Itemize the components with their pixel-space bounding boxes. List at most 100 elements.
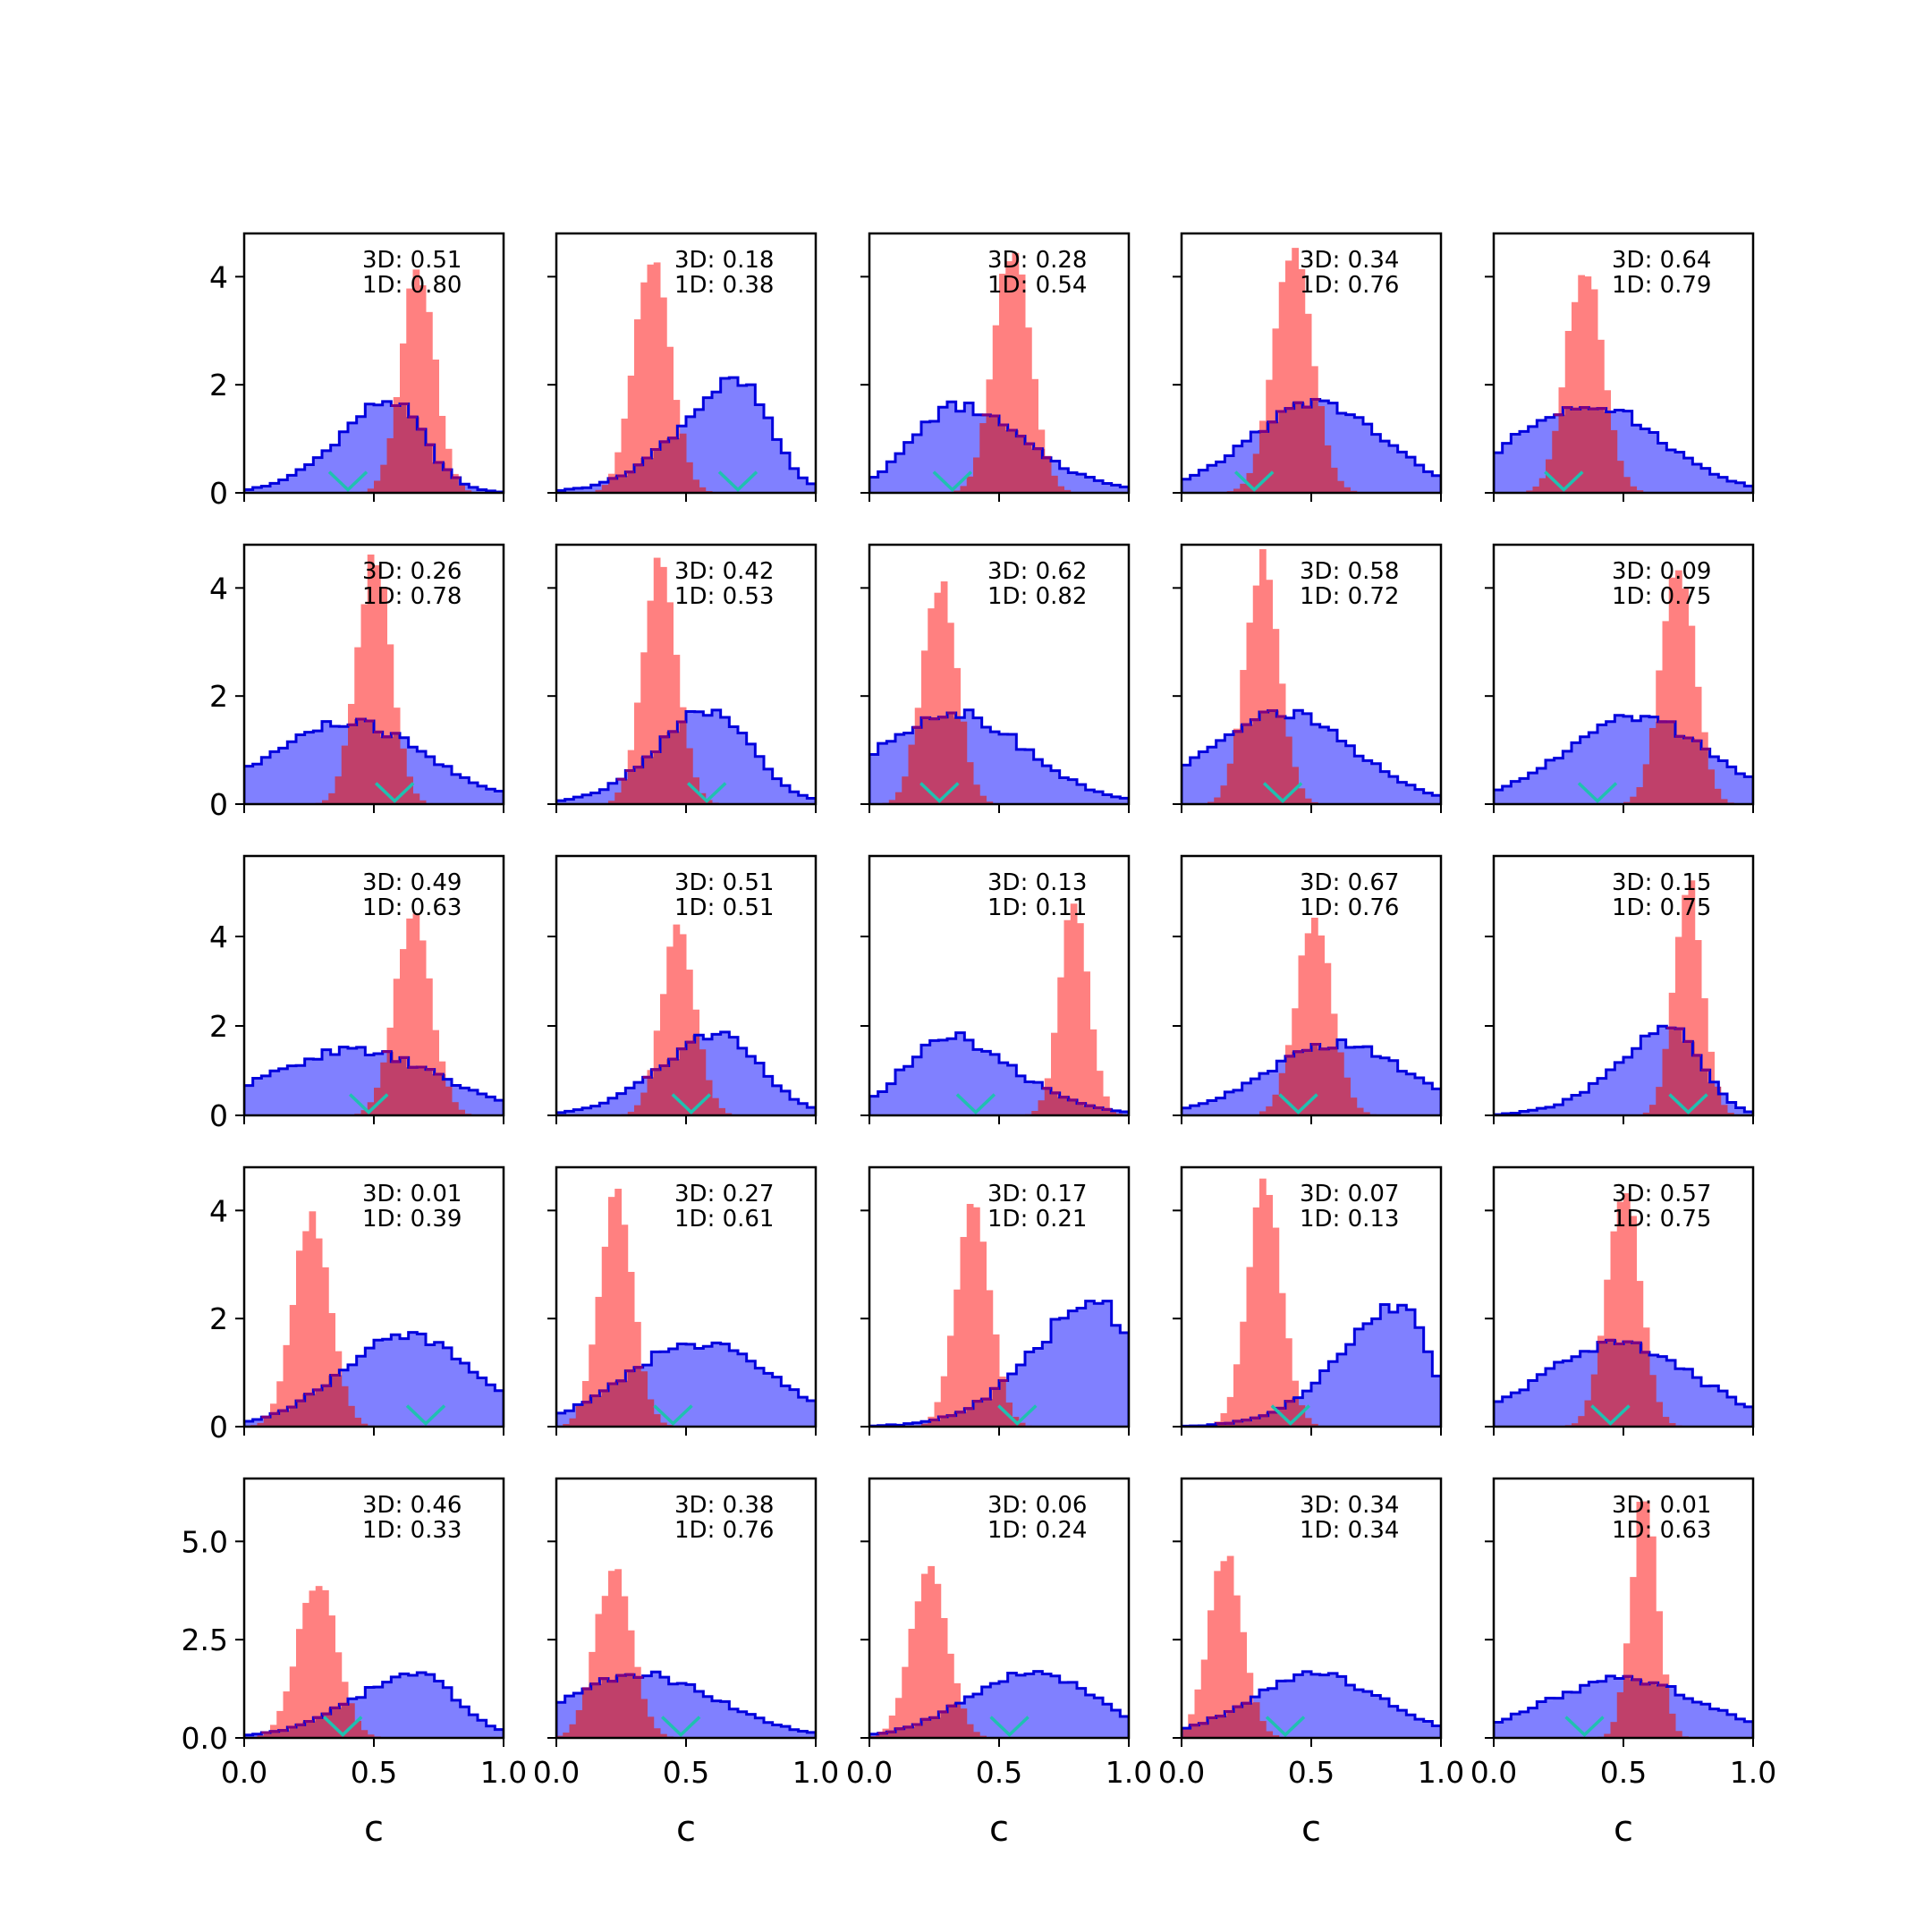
blue-hist-bar: [1614, 715, 1624, 804]
overlap-outline: [608, 436, 678, 480]
blue-hist-bar: [330, 726, 340, 804]
x-tick-label: 1.0: [1106, 1755, 1152, 1790]
blue-hist-bar: [348, 1048, 358, 1115]
blue-hist-bar: [1059, 468, 1069, 493]
blue-hist-bar: [1589, 1083, 1598, 1115]
blue-hist-bar: [1692, 463, 1702, 493]
blue-hist-bar: [1208, 1100, 1217, 1115]
overlap-hist-bar: [1214, 797, 1221, 804]
overlap-hist-bar: [934, 718, 942, 804]
overlap-hist-bar: [1220, 1716, 1228, 1738]
red-hist-bar: [1597, 1335, 1605, 1343]
overlap-hist-bar: [360, 1730, 369, 1738]
blue-hist-bar: [755, 756, 765, 804]
overlap-outline: [1554, 406, 1606, 417]
blue-hist-bar: [694, 711, 704, 804]
blue-hist-bar: [1415, 464, 1425, 493]
blue-hist-bar: [1666, 1360, 1676, 1427]
red-hist-bar: [315, 1586, 323, 1718]
blue-hist-bar: [1111, 1710, 1121, 1738]
blue-hist-bar: [764, 1373, 774, 1427]
blue-hist-bar: [686, 1684, 696, 1738]
blue-hist-bar: [322, 450, 332, 493]
red-hist-bar: [1233, 1595, 1241, 1707]
overlap-hist-bar: [1532, 486, 1540, 493]
blue-hist-bar: [356, 1356, 366, 1427]
annotation-1d: 1D: 0.75: [1612, 894, 1711, 921]
blue-hist-bar: [590, 792, 600, 804]
overlap-hist-bar: [1604, 1340, 1611, 1427]
blue-hist-bar: [608, 1097, 618, 1115]
blue-hist-bar: [798, 478, 808, 493]
overlap-hist-bar: [1701, 1070, 1708, 1115]
blue-hist-bar: [964, 1696, 974, 1738]
overlap-hist-bar: [895, 1728, 902, 1738]
red-hist-bar: [432, 360, 439, 462]
blue-hist-bar: [1328, 730, 1338, 804]
red-hist-bar: [309, 1211, 317, 1394]
red-hist-bar: [1208, 1610, 1215, 1718]
overlap-hist-bar: [876, 1733, 883, 1738]
annotation-3d: 3D: 0.57: [1612, 1181, 1711, 1208]
red-hist-bar: [1031, 378, 1038, 449]
blue-hist-bar: [1302, 1671, 1312, 1738]
estimate-marker: [322, 1716, 363, 1737]
blue-hist-bar: [755, 1717, 765, 1738]
overlap-hist-bar: [614, 475, 622, 493]
blue-hist-bar: [1094, 792, 1104, 804]
overlap-hist-bar: [673, 1059, 681, 1115]
overlap-hist-bar: [686, 462, 693, 493]
red-hist-bar: [315, 1238, 323, 1390]
overlap-hist-bar: [902, 1726, 909, 1738]
blue-hist-bar: [668, 1683, 678, 1738]
overlap-hist-bar: [1233, 488, 1241, 493]
blue-hist-bar: [573, 487, 583, 493]
red-hist-bar: [1278, 1292, 1286, 1409]
blue-hist-bar: [573, 797, 583, 804]
blue-hist-bar: [1103, 1704, 1113, 1738]
red-hist-bar: [1240, 1321, 1247, 1420]
red-hist-bar: [928, 1416, 935, 1420]
blue-hist-bar: [1077, 1688, 1087, 1738]
overlap-hist-bar: [438, 1073, 446, 1115]
blue-hist-bar: [1216, 740, 1225, 804]
overlap-hist-bar: [640, 757, 648, 804]
overlap-hist-bar: [999, 1380, 1006, 1427]
blue-hist-bar: [1528, 1110, 1538, 1115]
overlap-outline: [1597, 1338, 1649, 1354]
red-hist-bar: [1318, 935, 1325, 1049]
blue-hist-bar: [1120, 1716, 1129, 1738]
red-hist-bar: [328, 1615, 335, 1708]
red-hist-bar: [1688, 625, 1696, 738]
blue-hist-bar: [790, 1099, 800, 1115]
overlap-hist-bar: [679, 1048, 687, 1115]
overlap-hist-bar: [276, 1730, 284, 1738]
blue-hist-bar: [460, 1707, 470, 1738]
overlap-outline: [582, 1673, 643, 1690]
blue-hist-bar: [1059, 1318, 1069, 1427]
red-hist-bar: [653, 1030, 661, 1070]
overlap-hist-bar: [452, 1102, 459, 1115]
blue-hist-bar: [1363, 760, 1373, 804]
overlap-hist-bar: [921, 717, 928, 804]
overlap-hist-bar: [895, 792, 902, 804]
overlap-hist-bar: [1063, 1097, 1072, 1115]
overlap-hist-bar: [263, 1417, 271, 1427]
annotation-1d: 1D: 0.72: [1300, 583, 1399, 610]
blue-hist-bar: [590, 1106, 600, 1115]
overlap-hist-bar: [928, 718, 935, 804]
overlap-hist-bar: [1526, 490, 1533, 493]
blue-hist-bar: [339, 1046, 349, 1115]
blue-hist-bar: [1199, 1103, 1208, 1115]
blue-hist-bar: [1111, 1325, 1121, 1427]
blue-hist-bar: [460, 1088, 470, 1115]
red-hist-bar: [666, 602, 674, 732]
x-axis-label: c: [989, 1809, 1009, 1850]
blue-hist-bar: [1319, 1674, 1329, 1738]
overlap-hist-bar: [1552, 430, 1559, 493]
blue-hist-bar: [434, 1342, 444, 1427]
blue-hist-bar: [1016, 1674, 1026, 1738]
overlap-hist-bar: [1226, 1423, 1234, 1427]
overlap-hist-bar: [888, 1732, 896, 1738]
